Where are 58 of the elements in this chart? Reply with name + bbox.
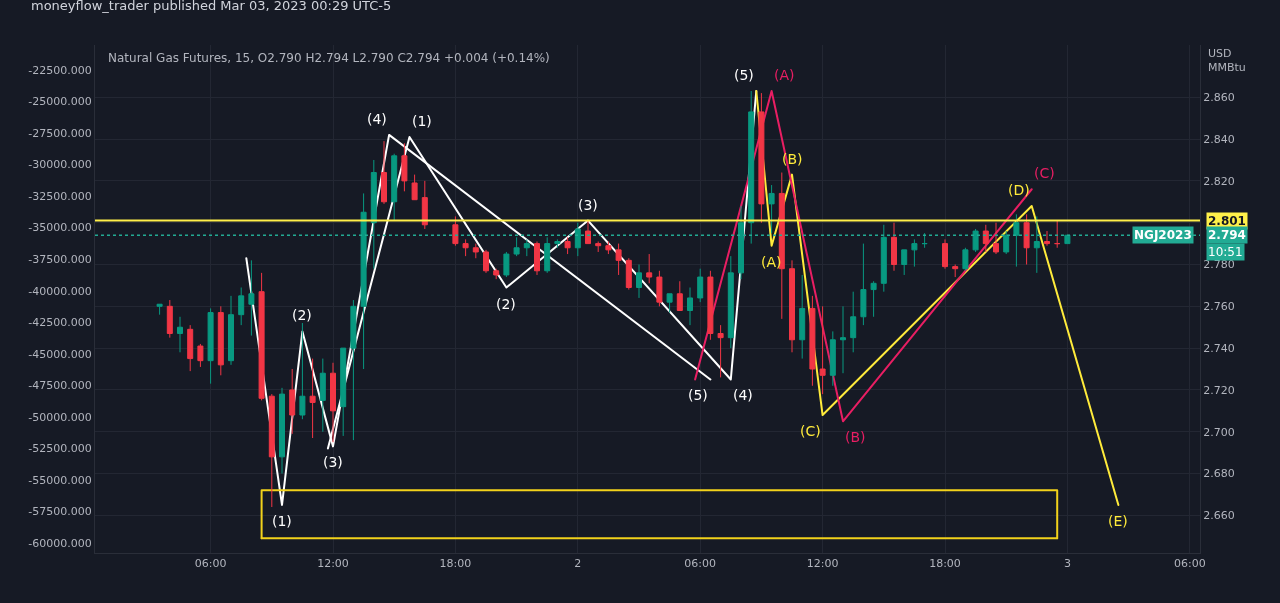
- x-tick-label: 18:00: [929, 557, 961, 571]
- text: 10:51: [1208, 245, 1243, 259]
- ref-line-label: 2.794: [1208, 228, 1246, 242]
- x-tick-label: 12:00: [806, 557, 839, 571]
- y-tick-label: 2.740: [1203, 341, 1235, 355]
- y-tick-label: 2.840: [1203, 132, 1235, 146]
- annotation: (C): [1034, 165, 1055, 181]
- annotation: (1): [412, 113, 432, 129]
- annotation: NGJ2023: [1134, 228, 1192, 242]
- y2-tick-label: -42500.000: [28, 316, 92, 330]
- annotation: (1): [272, 513, 292, 529]
- annotation: (2): [292, 307, 312, 323]
- y2-tick-label: -37500.000: [28, 252, 92, 266]
- annotation: (D): [1008, 182, 1030, 198]
- y2-tick-label: -60000.000: [28, 536, 92, 550]
- y2-tick-label: -22500.000: [28, 63, 92, 77]
- x-tick-label: 18:00: [439, 557, 472, 571]
- annotation: (5): [688, 387, 708, 403]
- y2-tick-label: -52500.000: [28, 442, 92, 456]
- y-tick-label: 2.720: [1203, 383, 1235, 397]
- y-tick-label: 2.820: [1203, 174, 1235, 188]
- annotation: (2): [496, 296, 516, 312]
- y-tick-label: 2.860: [1203, 91, 1235, 105]
- y-axis-title: USD MMBtu: [1208, 47, 1246, 75]
- x-tick-label: 06:00: [194, 557, 227, 571]
- y2-tick-label: -50000.000: [28, 410, 92, 424]
- annotation: (A): [774, 67, 795, 83]
- ref-line-label: 2.801: [1208, 214, 1246, 228]
- y2-tick-label: -25000.000: [28, 95, 92, 109]
- x-tick-label: 06:00: [684, 557, 717, 571]
- y2-tick-label: -57500.000: [28, 505, 92, 519]
- y2-tick-label: -27500.000: [28, 126, 92, 140]
- y2-tick-label: -32500.000: [28, 189, 92, 203]
- annotation: (4): [733, 387, 753, 403]
- annotation: (3): [323, 454, 343, 470]
- annotation: (4): [367, 111, 387, 127]
- y2-tick-label: -30000.000: [28, 158, 92, 172]
- x-tick-label: 06:00: [1173, 557, 1206, 571]
- y-tick-label: 2.700: [1203, 425, 1235, 439]
- annotation: (E): [1108, 513, 1128, 529]
- x-tick-label: 3: [1063, 557, 1071, 571]
- annotation: (C): [800, 423, 821, 439]
- y-tick-label: 2.780: [1203, 258, 1235, 272]
- annotation: (5): [734, 67, 754, 83]
- chart-title: moneyflow_trader published Mar 03, 2023 00:29 UTC-5: [31, 0, 392, 13]
- y2-tick-label: -40000.000: [28, 284, 92, 298]
- y-tick-label: 2.760: [1203, 300, 1235, 314]
- annotation: (3): [578, 197, 598, 213]
- y2-tick-label: -47500.000: [28, 379, 92, 393]
- text: Natural Gas Futures, 15, O2.790 H2.794 L2.790 C2.794 +0.004 (+0.14%): [108, 51, 550, 65]
- x-tick-label: 12:00: [317, 557, 349, 571]
- y-tick-label: 2.680: [1203, 467, 1235, 481]
- annotation: (B): [845, 429, 866, 445]
- y2-tick-label: -45000.000: [28, 347, 92, 361]
- x-tick-label: 2: [574, 557, 582, 571]
- y-tick-label: 2.660: [1203, 509, 1235, 523]
- y2-tick-label: -35000.000: [28, 221, 92, 235]
- y2-tick-label: -55000.000: [28, 473, 92, 487]
